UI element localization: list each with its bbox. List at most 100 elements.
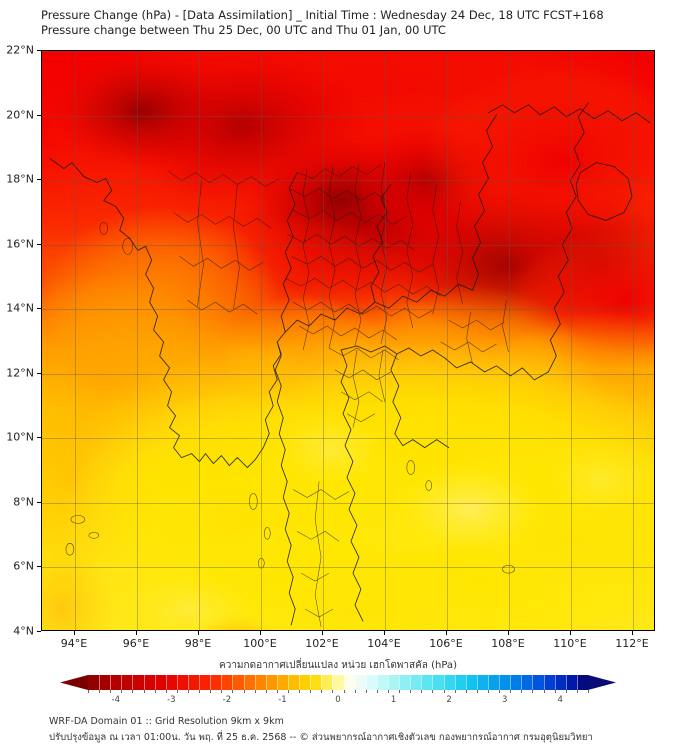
- colorbar-segment: [465, 675, 478, 690]
- colorbar-minor-tick: [99, 690, 101, 693]
- colorbar-separator: [388, 675, 389, 690]
- y-axis-label: 12°N: [6, 366, 34, 380]
- colorbar-segment: [310, 675, 322, 690]
- colorbar-minor-tick: [254, 690, 256, 693]
- colorbar-segment: [276, 675, 289, 690]
- chart-title-block: Pressure Change (hPa) - [Data Assimilati…: [41, 8, 671, 38]
- gridline-vertical: [199, 51, 200, 630]
- colorbar-separator: [299, 675, 301, 690]
- colorbar-minor-tick: [354, 690, 356, 693]
- x-axis-tick: [384, 631, 385, 635]
- colorbar-minor-tick: [154, 690, 156, 693]
- y-axis-label: 10°N: [6, 430, 34, 444]
- colorbar-segment: [254, 675, 267, 690]
- colorbar-under-arrow: [60, 675, 88, 690]
- gridline-horizontal: [42, 245, 654, 246]
- colorbar-tick-label: 1: [390, 695, 397, 705]
- colorbar-segment: [488, 675, 500, 690]
- colorbar-segment: [388, 675, 400, 690]
- y-axis-tick: [37, 244, 41, 245]
- colorbar-minor-tick: [421, 690, 423, 693]
- colorbar-ticks: [88, 690, 589, 695]
- colorbar-minor-tick: [299, 690, 301, 693]
- colorbar-minor-tick: [465, 690, 467, 693]
- colorbar-segment: [343, 675, 356, 690]
- gridline-horizontal: [42, 374, 654, 375]
- colorbar-segment: [543, 675, 556, 690]
- x-axis-label: 98°E: [184, 637, 212, 650]
- colorbar-segment: [154, 675, 167, 690]
- colorbar-minor-tick: [443, 690, 445, 693]
- x-axis-tick: [570, 631, 571, 635]
- colorbar-minor-tick: [288, 690, 289, 693]
- colorbar-minor-tick: [321, 690, 323, 693]
- colorbar-segment: [443, 675, 456, 690]
- y-axis-tick: [37, 308, 41, 309]
- colorbar-separator: [121, 675, 123, 690]
- colorbar-separator: [310, 675, 312, 690]
- colorbar-minor-tick: [176, 690, 178, 693]
- colorbar-minor-tick: [88, 690, 89, 693]
- colorbar-tick-label: 0: [335, 695, 341, 705]
- colorbar-tick-label: 2: [446, 695, 452, 705]
- colorbar-segment: [410, 675, 422, 690]
- colorbar-tick-label: 4: [557, 695, 563, 705]
- colorbar-minor-tick: [410, 690, 412, 693]
- colorbar-tick-label: -4: [111, 695, 121, 705]
- colorbar-separator: [399, 675, 401, 690]
- gridline-horizontal: [42, 309, 654, 310]
- gridline-horizontal: [42, 180, 654, 181]
- colorbar-minor-tick: [110, 690, 112, 693]
- colorbar-separator: [576, 675, 578, 690]
- colorbar-segment: [265, 675, 278, 690]
- colorbar-minor-tick: [310, 690, 312, 693]
- gridline-vertical: [261, 51, 262, 630]
- colorbar-minor-tick: [499, 690, 501, 693]
- colorbar-separator: [110, 675, 112, 690]
- x-axis-label: 108°E: [491, 637, 525, 650]
- x-axis-label: 104°E: [367, 637, 401, 650]
- colorbar-segment: [376, 675, 389, 690]
- gridline-horizontal: [42, 51, 654, 52]
- colorbar-separator: [232, 675, 234, 690]
- footer-line-credit: ปรับปรุงข้อมูล ณ เวลา 01:00น. วัน พฤ. ที…: [49, 732, 593, 743]
- colorbar-segment: [243, 675, 256, 690]
- colorbar-separator: [554, 675, 556, 690]
- colorbar-minor-tick: [588, 690, 589, 693]
- colorbar-segment: [110, 675, 122, 690]
- colorbar-segment: [232, 675, 245, 690]
- colorbar-segment: [188, 675, 200, 690]
- y-axis-label: 20°N: [6, 108, 34, 122]
- colorbar-minor-tick: [565, 690, 567, 693]
- colorbar-over-arrow: [588, 675, 616, 690]
- colorbar-minor-tick: [476, 690, 478, 693]
- colorbar-minor-tick: [165, 690, 167, 693]
- map-plot-area[interactable]: [41, 50, 655, 631]
- colorbar-segment: [354, 675, 367, 690]
- colorbar-body[interactable]: -4 -3 -2 -1 0 1 2 3 4: [60, 675, 616, 705]
- colorbar-segment: [476, 675, 489, 690]
- gridline-vertical: [571, 51, 572, 630]
- colorbar-separator: [132, 675, 134, 690]
- x-axis-tick: [508, 631, 509, 635]
- colorbar-minor-tick: [143, 690, 145, 693]
- colorbar-tick-label: 3: [501, 695, 508, 705]
- y-axis-tick: [37, 50, 41, 51]
- gridline-vertical: [75, 51, 76, 630]
- gridline-vertical: [509, 51, 510, 630]
- colorbar-minor-tick: [510, 690, 512, 693]
- colorbar-minor-tick: [488, 690, 489, 693]
- colorbar-separator: [499, 675, 501, 690]
- colorbar-segment: [532, 675, 545, 690]
- colorbar-minor-tick: [232, 690, 234, 693]
- colorbar-separator: [488, 675, 489, 690]
- colorbar-separator: [99, 675, 101, 690]
- chart-title-line-1: Pressure Change (hPa) - [Data Assimilati…: [41, 8, 604, 22]
- colorbar-tick-label: -3: [167, 695, 176, 705]
- colorbar-separator: [176, 675, 178, 690]
- x-axis-label: 102°E: [305, 637, 339, 650]
- colorbar-separator: [510, 675, 512, 690]
- colorbar-separator: [465, 675, 467, 690]
- colorbar-segment: [576, 675, 589, 690]
- colorbar-minor-tick: [265, 690, 267, 693]
